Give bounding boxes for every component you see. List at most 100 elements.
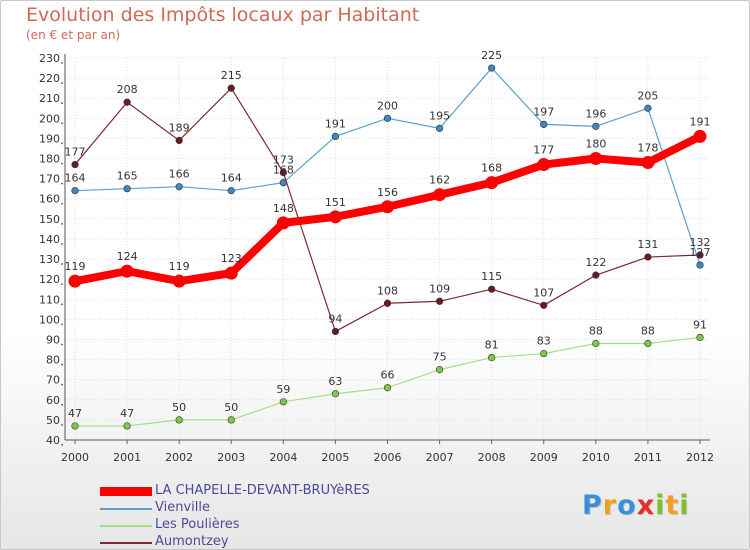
legend-label: Les Poulières (155, 517, 240, 532)
data-point (693, 129, 707, 143)
legend-swatch (100, 542, 152, 544)
y-tick-label: 210 (39, 92, 60, 105)
x-tick-label: 2005 (321, 451, 349, 464)
x-tick-label: 2007 (426, 451, 454, 464)
data-label: 119 (65, 260, 86, 273)
data-point (644, 104, 652, 112)
legend-label: LA CHAPELLE-DEVANT-BRUYèRES (155, 483, 370, 498)
data-label: 196 (585, 107, 606, 120)
y-minor-tick (61, 82, 63, 85)
data-label: 164 (65, 172, 86, 185)
data-label: 50 (224, 401, 238, 414)
data-label: 189 (169, 121, 190, 134)
data-label: 166 (169, 168, 190, 181)
data-point (644, 253, 652, 261)
y-minor-tick (61, 303, 63, 306)
data-label: 225 (481, 49, 502, 62)
data-point (227, 416, 235, 424)
y-tick-label: 180 (39, 153, 60, 166)
data-label: 191 (690, 115, 711, 128)
logo-letter: P (582, 490, 603, 521)
y-minor-tick (61, 363, 63, 366)
data-point (641, 156, 655, 170)
x-tick-label: 2004 (269, 451, 297, 464)
data-label: 47 (120, 407, 134, 420)
data-point (71, 422, 79, 430)
y-minor-tick (61, 162, 63, 165)
data-point (488, 353, 496, 362)
data-label: 215 (221, 69, 242, 82)
data-point (123, 98, 131, 106)
data-label: 205 (637, 89, 658, 102)
x-tick-label: 2008 (478, 451, 506, 464)
data-point (383, 114, 392, 122)
line-chart: 4050607080901001101201301401501601701801… (39, 49, 714, 464)
data-label: 168 (481, 162, 502, 175)
data-label: 94 (328, 312, 342, 325)
data-point (279, 169, 287, 177)
data-point (540, 120, 548, 128)
data-point (279, 398, 287, 406)
y-minor-tick (61, 343, 63, 346)
data-point (537, 158, 551, 172)
y-tick-label: 160 (39, 193, 60, 206)
data-point (328, 210, 342, 224)
data-label: 123 (221, 252, 242, 265)
y-minor-tick (61, 122, 63, 125)
data-label: 59 (276, 383, 290, 396)
y-minor-tick (61, 222, 63, 225)
y-minor-tick (61, 383, 63, 386)
legend-item: Aumontzey (100, 534, 460, 549)
data-label: 122 (585, 256, 606, 269)
y-tick-label: 120 (39, 273, 60, 286)
data-point (433, 188, 447, 202)
y-tick-label: 230 (39, 52, 60, 65)
data-point (589, 152, 603, 166)
y-tick-label: 90 (46, 333, 60, 346)
y-tick-label: 190 (39, 132, 60, 145)
data-label: 131 (637, 238, 658, 251)
data-point (123, 422, 131, 430)
logo-letter: x (636, 490, 656, 521)
y-tick-label: 220 (39, 72, 60, 85)
data-point (435, 366, 444, 374)
data-point (224, 266, 238, 280)
data-label: 83 (537, 335, 551, 348)
data-label: 91 (693, 318, 707, 331)
data-point (120, 264, 134, 278)
y-tick-label: 100 (39, 313, 60, 326)
data-point (435, 297, 444, 305)
data-point (331, 327, 340, 336)
x-tick-label: 2002 (165, 451, 193, 464)
data-label: 50 (172, 401, 186, 414)
data-label: 195 (429, 109, 450, 122)
y-tick-label: 50 (46, 414, 60, 427)
data-point (71, 187, 79, 195)
x-tick-label: 2001 (113, 451, 141, 464)
data-label: 148 (273, 202, 294, 215)
x-tick-label: 2011 (634, 451, 662, 464)
legend-swatch (100, 487, 152, 496)
y-minor-tick (61, 403, 63, 406)
data-label: 151 (325, 196, 346, 209)
data-point (488, 285, 496, 293)
data-label: 107 (533, 286, 554, 299)
data-point (381, 200, 394, 214)
data-point (71, 160, 79, 169)
data-label: 178 (637, 142, 658, 155)
data-point (488, 64, 496, 72)
x-tick-label: 2003 (217, 451, 245, 464)
y-tick-label: 200 (39, 112, 60, 125)
y-tick-label: 80 (46, 354, 60, 367)
logo-letter: t (665, 490, 680, 521)
y-minor-tick (61, 182, 63, 185)
proxiti-logo: Proxiti (582, 490, 690, 521)
chart-subtitle: (en € et par an) (26, 28, 121, 42)
data-label: 88 (589, 324, 603, 337)
data-label: 88 (641, 324, 655, 337)
data-point (227, 84, 235, 92)
data-point (331, 390, 340, 398)
x-axis-ticks: 2000 2001 2002 2003 2004 2005 2006 2007 2008 2009… (61, 440, 714, 464)
data-label: 165 (117, 170, 138, 183)
data-label: 197 (533, 105, 554, 118)
